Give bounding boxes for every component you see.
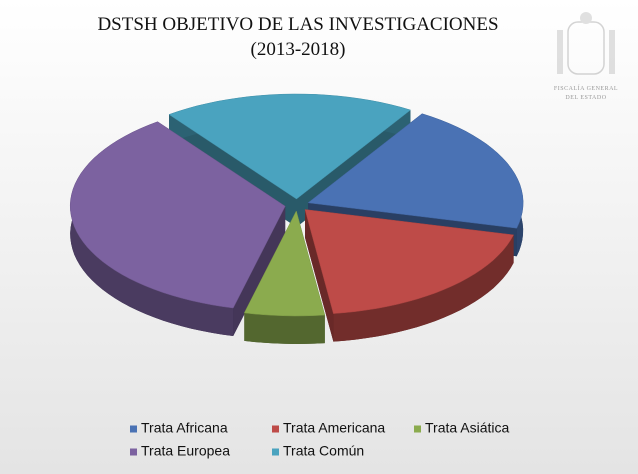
legend-label: Trata Europea [141, 443, 230, 459]
slice [304, 209, 515, 342]
chart-subtitle: (2013-2018) [251, 39, 346, 60]
legend-swatch [414, 425, 421, 433]
logo-text: FISCALÍA GENERAL [554, 84, 618, 92]
logo-text: DEL ESTADO [565, 95, 606, 101]
slice-top [304, 209, 515, 314]
pie [69, 93, 524, 344]
slice-cut [233, 206, 286, 336]
slice-cut [305, 209, 334, 342]
legend-swatch [130, 425, 137, 433]
legend-label: Trata Africana [141, 420, 228, 436]
slice-top [69, 121, 286, 309]
legend-label: Trata Común [283, 443, 364, 459]
legend-label: Trata Americana [283, 420, 385, 436]
legend-label: Trata Asiática [425, 420, 510, 436]
legend: Trata Africana Trata Americana Trata Asiát… [130, 420, 510, 459]
legend-swatch [272, 448, 279, 456]
slice [69, 121, 286, 336]
slice-side [333, 234, 514, 342]
legend-swatch [272, 425, 279, 433]
logo [557, 12, 615, 75]
chart-title: DSTSH OBJETIVO DE LAS INVESTIGACIONES [97, 14, 498, 35]
slice-top [307, 113, 524, 229]
slice-side [70, 121, 234, 336]
legend-swatch [130, 448, 137, 456]
slice-top [243, 210, 326, 317]
slice [243, 210, 326, 344]
slice-side [244, 312, 325, 344]
slice-top [168, 93, 412, 200]
